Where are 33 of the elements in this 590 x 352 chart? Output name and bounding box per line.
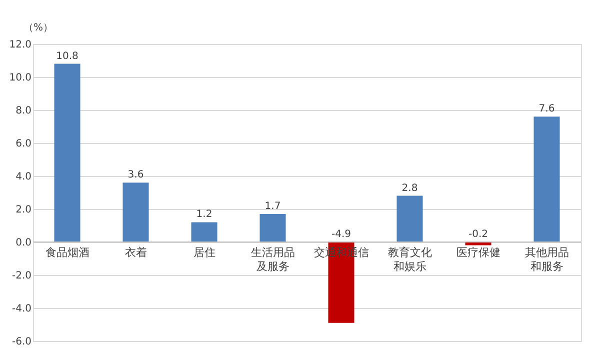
y-tick-label: 10.0 [9,72,32,84]
data-label: -4.9 [331,229,352,240]
x-tick-label: 教育文化和娱乐 [388,246,432,273]
y-tick-label: 0.0 [16,238,32,248]
bar [260,214,286,242]
y-tick-label: -2.0 [12,270,32,282]
y-tick-label: 4.0 [16,172,32,182]
y-axis-title: （%） [24,22,54,34]
bar [534,116,560,242]
y-tick-label: -6.0 [12,336,32,348]
x-tick-label: 居住 [193,246,216,259]
data-label: 1.7 [264,200,281,212]
data-label: 2.8 [402,182,418,194]
bar [122,182,149,242]
data-label: -0.2 [468,229,488,240]
bar [465,242,492,246]
data-label: 1.2 [196,209,212,220]
x-tick-label: 生活用品及服务 [250,246,295,273]
bar [396,196,423,242]
x-tick-label: 其他用品和服务 [524,246,569,273]
y-tick-label: 8.0 [16,106,32,116]
y-tick-label: 12.0 [9,40,32,50]
x-tick-label: 食品烟酒 [45,246,90,259]
y-tick-label: 6.0 [16,138,32,150]
y-tick-label: -4.0 [12,304,32,314]
data-label: 3.6 [128,170,144,181]
y-tick-label: 2.0 [16,204,32,216]
x-tick-label: 医疗保健 [456,246,500,259]
bar [54,64,80,242]
data-label: 10.8 [56,50,78,62]
bar [191,222,218,242]
x-tick-label: 衣着 [124,246,147,259]
data-label: 7.6 [538,104,555,115]
